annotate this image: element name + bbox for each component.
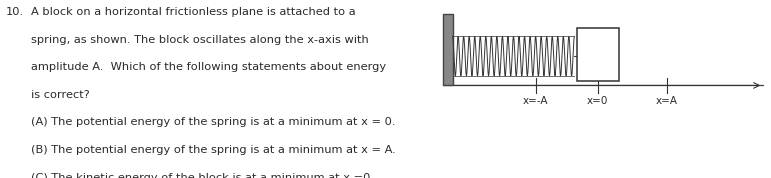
Bar	[577, 28, 619, 81]
Text: 10.: 10.	[6, 7, 25, 17]
Text: x=0: x=0	[587, 96, 608, 106]
Text: (A) The potential energy of the spring is at a minimum at x = 0.: (A) The potential energy of the spring i…	[31, 117, 396, 127]
Text: x=-A: x=-A	[523, 96, 549, 106]
Text: (C) The kinetic energy of the block is at a minimum at x =0.: (C) The kinetic energy of the block is a…	[31, 173, 374, 178]
Text: (B) The potential energy of the spring is at a minimum at x = A.: (B) The potential energy of the spring i…	[31, 145, 396, 155]
Text: amplitude A.  Which of the following statements about energy: amplitude A. Which of the following stat…	[31, 62, 386, 72]
Text: spring, as shown. The block oscillates along the x-axis with: spring, as shown. The block oscillates a…	[31, 35, 369, 45]
Text: is correct?: is correct?	[31, 90, 89, 100]
Bar	[443, 14, 453, 85]
Text: x=A: x=A	[656, 96, 678, 106]
Text: A block on a horizontal frictionless plane is attached to a: A block on a horizontal frictionless pla…	[31, 7, 355, 17]
